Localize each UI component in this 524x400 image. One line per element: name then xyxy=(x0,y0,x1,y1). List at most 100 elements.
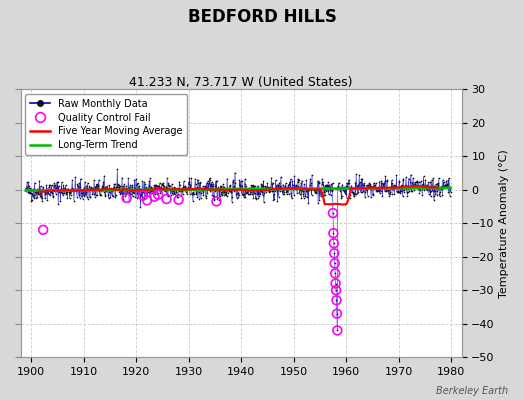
Point xyxy=(250,190,258,196)
Point xyxy=(199,192,208,198)
Point xyxy=(147,188,155,194)
Point xyxy=(257,188,265,194)
Point xyxy=(53,179,62,185)
Point xyxy=(202,180,211,186)
Point xyxy=(340,188,348,195)
Point xyxy=(392,172,401,178)
Point xyxy=(396,188,404,194)
Point xyxy=(56,198,64,204)
Point xyxy=(58,192,67,198)
Point xyxy=(44,189,52,196)
Point xyxy=(395,178,403,184)
Point xyxy=(427,183,435,189)
Point xyxy=(387,184,395,190)
Point xyxy=(305,182,314,188)
Point xyxy=(377,184,386,190)
Point xyxy=(337,194,345,201)
Point xyxy=(56,187,64,193)
Point xyxy=(358,176,366,182)
Point xyxy=(296,186,304,193)
Point xyxy=(267,175,276,181)
Point xyxy=(323,183,332,190)
Point xyxy=(412,179,421,185)
Point xyxy=(407,188,416,194)
Point xyxy=(113,166,122,172)
Point xyxy=(414,178,423,185)
Point xyxy=(182,185,190,192)
Point xyxy=(444,188,453,195)
Point xyxy=(322,187,330,193)
Point xyxy=(123,195,131,201)
Point xyxy=(441,182,450,189)
Point xyxy=(83,180,92,186)
Point xyxy=(64,187,73,194)
Point xyxy=(95,188,104,195)
Point xyxy=(260,199,268,206)
Point xyxy=(133,189,141,196)
Point xyxy=(169,184,178,191)
Point xyxy=(263,187,271,193)
Point xyxy=(64,186,72,192)
Point xyxy=(72,186,80,192)
Point xyxy=(118,174,126,181)
Point xyxy=(79,193,88,199)
Point xyxy=(279,181,287,188)
Point xyxy=(435,190,443,197)
Point xyxy=(190,186,199,192)
Point xyxy=(143,186,151,193)
Point xyxy=(332,287,340,294)
Point xyxy=(28,197,36,203)
Point xyxy=(182,186,191,193)
Point xyxy=(434,185,443,192)
Point xyxy=(34,185,42,192)
Point xyxy=(366,186,375,192)
Point xyxy=(396,190,405,196)
Point xyxy=(324,179,332,186)
Point xyxy=(321,182,330,188)
Point xyxy=(435,175,443,181)
Point xyxy=(234,194,242,200)
Point xyxy=(35,190,43,197)
Point xyxy=(103,183,111,190)
Point xyxy=(206,181,215,188)
Point xyxy=(217,191,226,198)
Point xyxy=(274,182,282,188)
Point xyxy=(212,178,220,184)
Point xyxy=(348,184,356,191)
Point xyxy=(84,196,92,202)
Point xyxy=(330,250,339,256)
Point xyxy=(116,183,124,189)
Point xyxy=(389,185,398,192)
Point xyxy=(170,190,178,196)
Point xyxy=(111,181,119,188)
Point xyxy=(53,179,61,185)
Point xyxy=(270,191,278,198)
Point xyxy=(204,178,212,184)
Point xyxy=(286,176,294,182)
Point xyxy=(368,184,376,190)
Point xyxy=(114,184,122,190)
Point xyxy=(329,210,337,216)
Point xyxy=(29,192,38,199)
Point xyxy=(69,186,77,192)
Point xyxy=(178,185,187,191)
Point xyxy=(445,192,454,199)
Point xyxy=(30,195,38,201)
Point xyxy=(333,327,342,334)
Point xyxy=(406,184,414,190)
Point xyxy=(252,195,260,201)
Point xyxy=(357,176,366,182)
Point xyxy=(269,188,277,194)
Point xyxy=(361,182,369,188)
Point xyxy=(358,182,367,188)
Point xyxy=(150,185,159,191)
Point xyxy=(401,183,409,190)
Point xyxy=(47,186,56,192)
Point xyxy=(249,182,257,188)
Point xyxy=(349,189,357,195)
Point xyxy=(277,174,285,180)
Point xyxy=(71,187,79,193)
Point xyxy=(419,181,427,187)
Point xyxy=(219,181,227,188)
Point xyxy=(268,188,276,194)
